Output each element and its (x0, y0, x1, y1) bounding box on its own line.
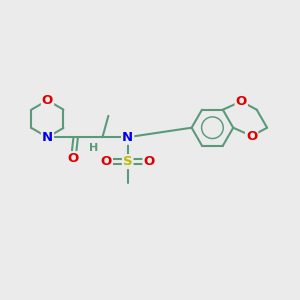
Text: S: S (123, 155, 133, 168)
Text: O: O (42, 94, 53, 107)
Text: O: O (246, 130, 257, 142)
Text: H: H (89, 142, 98, 153)
Text: O: O (143, 155, 155, 168)
Text: O: O (68, 152, 79, 165)
Text: N: N (122, 131, 133, 144)
Text: O: O (236, 95, 247, 108)
Text: N: N (42, 131, 53, 144)
Text: O: O (101, 155, 112, 168)
